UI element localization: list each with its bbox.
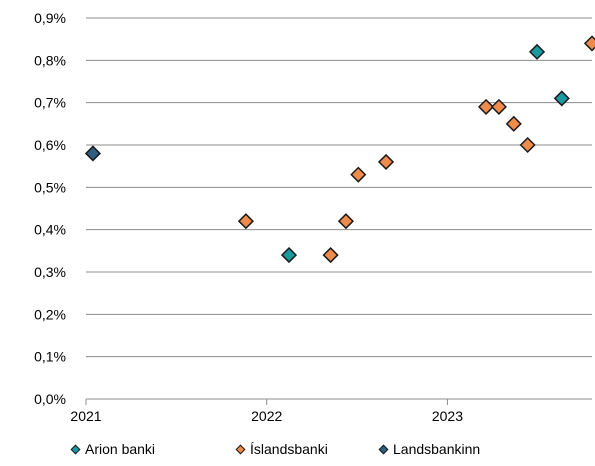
data-point-íslandsbanki — [350, 166, 367, 183]
y-tick-label: 0,2% — [34, 306, 66, 322]
y-tick-labels: 0,0% 0,1% 0,2% 0,3% 0,4% 0,5% 0,6% 0,7% 0,8% 0,9% — [34, 10, 66, 407]
y-tick-label: 0,9% — [34, 10, 66, 26]
x-tick-labels: 2021 2022 2023 — [70, 408, 463, 424]
data-point-íslandsbanki — [519, 136, 536, 154]
x-tick-label: 2022 — [251, 408, 282, 424]
legend-label-arion: Arion banki — [85, 441, 156, 457]
data-point-íslandsbanki — [337, 213, 354, 230]
data-point-íslandsbanki — [477, 98, 495, 115]
data-point-arion-banki — [553, 90, 570, 107]
data-point-íslandsbanki — [583, 35, 595, 52]
data-point-íslandsbanki — [322, 247, 339, 264]
legend-item-landsbankinn: Landsbankinn — [378, 441, 481, 457]
data-point-íslandsbanki — [505, 115, 522, 132]
gridlines — [86, 17, 592, 358]
x-tick-label: 2023 — [432, 408, 463, 424]
data-point-íslandsbanki — [490, 98, 507, 115]
y-tick-label: 0,4% — [34, 222, 66, 238]
y-tick-label: 0,3% — [34, 264, 66, 280]
data-points — [84, 35, 595, 264]
data-point-íslandsbanki — [237, 213, 254, 230]
data-point-arion-banki — [280, 247, 298, 264]
legend-item-arion: Arion banki — [70, 441, 156, 457]
y-tick-label: 0,5% — [34, 179, 66, 195]
legend-marker-landsbankinn — [378, 444, 389, 454]
data-point-landsbankinn — [84, 145, 101, 162]
legend-label-landsbankinn: Landsbankinn — [393, 441, 481, 457]
y-tick-label: 0,8% — [34, 52, 66, 68]
legend-item-islandsbanki: Íslandsbanki — [235, 441, 328, 457]
data-point-arion-banki — [528, 43, 546, 60]
legend: Arion banki Íslandsbanki Landsbankinn — [70, 441, 592, 463]
y-tick-label: 0,0% — [34, 391, 66, 407]
y-tick-label: 0,7% — [34, 95, 66, 111]
y-tick-label: 0,1% — [34, 349, 66, 365]
y-tick-label: 0,6% — [34, 137, 66, 153]
x-tick-label: 2021 — [70, 408, 101, 424]
legend-label-islandsbanki: Íslandsbanki — [250, 441, 328, 457]
axes — [85, 398, 592, 405]
legend-marker-islandsbanki — [235, 444, 246, 454]
legend-marker-arion — [70, 444, 81, 454]
data-point-íslandsbanki — [377, 153, 395, 170]
